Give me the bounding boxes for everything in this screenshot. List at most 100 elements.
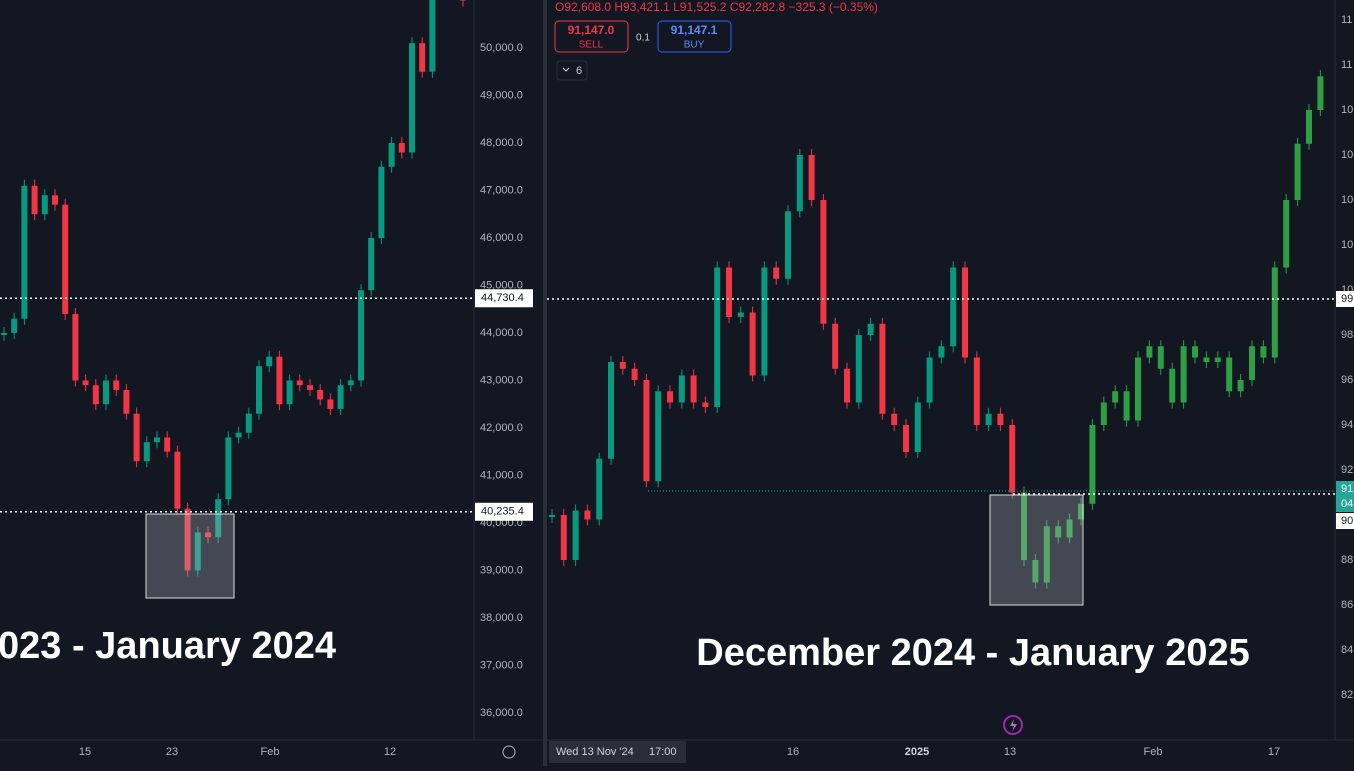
buy-label: BUY xyxy=(684,40,705,51)
candle xyxy=(368,238,374,290)
y-tick-label: 82 xyxy=(1341,689,1353,701)
candle xyxy=(702,403,708,407)
y-tick-label: 42,000.0 xyxy=(480,422,523,434)
candle xyxy=(1272,268,1278,358)
price-tag-label: 99 xyxy=(1341,293,1353,305)
candle xyxy=(738,313,744,317)
candle xyxy=(164,437,170,451)
collapse-button[interactable] xyxy=(557,61,587,80)
y-tick-label: 41,000.0 xyxy=(480,469,523,481)
y-tick-label: 37,000.0 xyxy=(480,659,523,671)
candle xyxy=(750,313,756,376)
candle xyxy=(667,391,673,402)
candle xyxy=(1181,346,1187,402)
candle xyxy=(844,369,850,403)
y-tick-label: 88 xyxy=(1341,554,1353,566)
y-tick-label: 86 xyxy=(1341,599,1353,611)
y-tick-label: 92 xyxy=(1341,464,1353,476)
y-tick-label: 10 xyxy=(1341,194,1353,206)
candle xyxy=(1089,425,1095,504)
candle xyxy=(1,333,7,335)
y-tick-label: 38,000.0 xyxy=(480,612,523,624)
candle xyxy=(246,414,252,433)
candle xyxy=(276,357,282,404)
candle xyxy=(903,425,909,452)
y-tick-label: 94 xyxy=(1341,419,1353,431)
candle xyxy=(1158,346,1164,368)
candle xyxy=(632,369,638,380)
candle xyxy=(1249,346,1255,380)
candle xyxy=(338,385,344,409)
y-tick-label: 50,000.0 xyxy=(480,42,523,54)
y-tick-label: 11 xyxy=(1341,59,1352,71)
candle xyxy=(1124,391,1130,420)
candle xyxy=(113,380,119,389)
quantity: 0.1 xyxy=(636,33,650,44)
candle xyxy=(891,414,897,425)
candle xyxy=(596,459,602,520)
candle xyxy=(785,211,791,278)
y-tick-label: 39,000.0 xyxy=(480,564,523,576)
candle xyxy=(134,414,140,461)
candle xyxy=(679,376,685,403)
candle xyxy=(1009,425,1015,492)
candle xyxy=(256,366,262,413)
candle xyxy=(348,380,354,385)
price-tag-label: 04 xyxy=(1341,498,1353,510)
candle xyxy=(429,0,435,72)
price-tag-label: 44,730.4 xyxy=(481,292,524,304)
caption: December 2024 - January 2025 xyxy=(696,632,1249,674)
candle xyxy=(997,414,1003,425)
date-label: Wed 13 Nov '24 xyxy=(556,746,634,758)
candle xyxy=(655,391,661,481)
candle xyxy=(1169,369,1175,403)
y-tick-label: 48,000.0 xyxy=(480,137,523,149)
candle xyxy=(32,186,38,214)
candle xyxy=(1317,76,1323,110)
x-tick-label: Feb xyxy=(261,746,280,758)
candle xyxy=(561,515,567,560)
highlight-box xyxy=(146,514,234,598)
panel-divider xyxy=(543,0,547,766)
candle xyxy=(103,380,109,404)
y-tick-label: 36,000.0 xyxy=(480,707,523,719)
y-tick-label: 47,000.0 xyxy=(480,184,523,196)
candle xyxy=(1192,346,1198,357)
candle xyxy=(225,437,231,499)
candle xyxy=(820,200,826,324)
candle xyxy=(317,390,323,399)
candle xyxy=(584,511,590,520)
candle xyxy=(399,143,405,152)
price-tag-label: 90 xyxy=(1341,515,1353,527)
y-tick-label: 46,000.0 xyxy=(480,232,523,244)
candle xyxy=(52,195,58,204)
y-tick-label: 10 xyxy=(1341,239,1353,251)
candle xyxy=(974,358,980,425)
candle xyxy=(83,380,89,385)
candle xyxy=(573,511,579,560)
candle xyxy=(868,324,874,335)
candle xyxy=(1283,200,1289,267)
candle xyxy=(1238,380,1244,391)
x-tick-label: 13 xyxy=(1004,746,1016,758)
candle xyxy=(297,380,303,385)
candle xyxy=(378,167,384,238)
candle xyxy=(419,43,425,71)
y-tick-label: 84 xyxy=(1341,644,1353,656)
price-tag-label: 91 xyxy=(1341,483,1353,495)
candle xyxy=(691,376,697,403)
candle xyxy=(809,155,815,200)
candle xyxy=(358,290,364,380)
y-tick-label: 44,000.0 xyxy=(480,327,523,339)
candle xyxy=(327,399,333,408)
time-label: 17:00 xyxy=(649,746,677,758)
candle xyxy=(856,335,862,402)
candle xyxy=(1101,403,1107,425)
sell-label: SELL xyxy=(579,40,604,51)
candle xyxy=(773,268,779,279)
x-tick-label: 23 xyxy=(166,746,178,758)
candle xyxy=(409,43,415,152)
candle xyxy=(1306,110,1312,144)
candle xyxy=(266,357,272,366)
